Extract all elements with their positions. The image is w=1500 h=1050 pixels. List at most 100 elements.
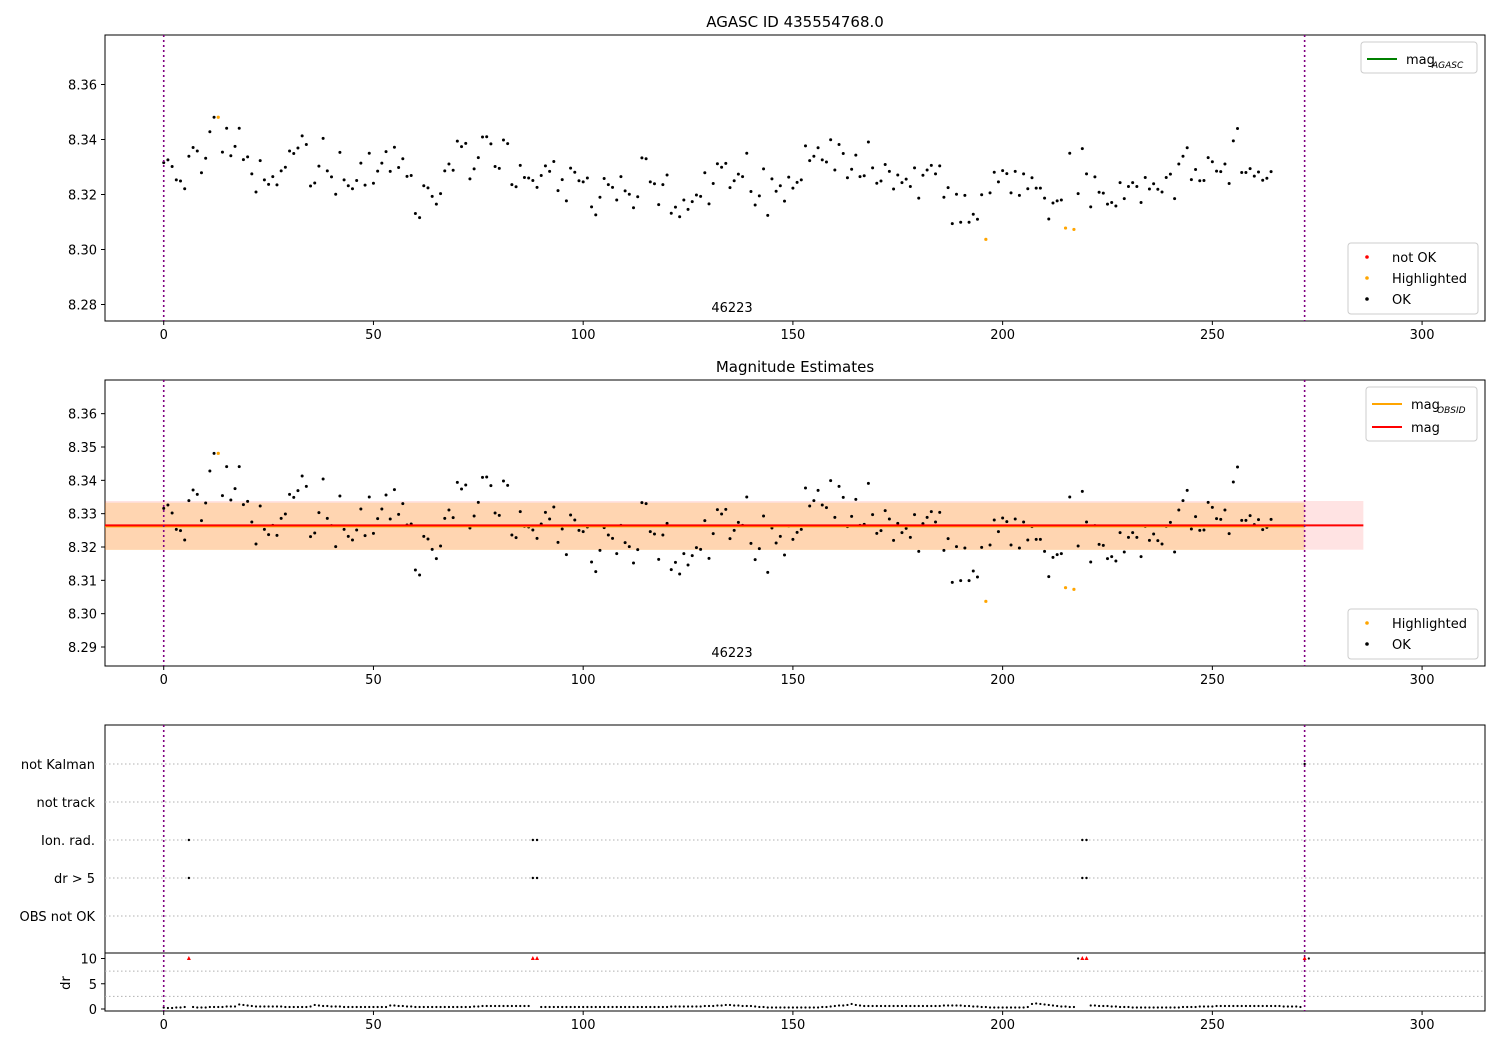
dr-point [359, 1005, 362, 1009]
data-point-ok [925, 168, 929, 172]
dr-point [703, 1004, 706, 1008]
data-point-ok [1143, 175, 1147, 179]
data-point-ok [1236, 465, 1240, 469]
dr-point [548, 1005, 551, 1009]
data-point-ok [430, 547, 434, 551]
dr-point [733, 1004, 736, 1007]
dr-point [1152, 1006, 1155, 1009]
dr-point [183, 1005, 186, 1009]
data-point-ok [694, 193, 698, 197]
data-point-ok [766, 570, 770, 574]
data-point-ok [489, 484, 493, 488]
data-point-ok [879, 179, 883, 183]
dr-point [330, 1005, 333, 1008]
data-point-ok [728, 537, 732, 541]
data-point-ok [443, 516, 447, 520]
data-point-ok [422, 184, 426, 188]
x-tick-label: 0 [160, 328, 168, 343]
data-point-ok [363, 534, 367, 538]
data-point-ok [829, 138, 833, 142]
x-tick-label: 200 [990, 673, 1015, 688]
x-tick-label: 250 [1200, 673, 1225, 688]
dr-point [1253, 1004, 1256, 1008]
data-point-ok [325, 516, 329, 520]
data-point-ok [1047, 575, 1051, 579]
flag-label: OBS not OK [20, 910, 96, 925]
data-point-ok [367, 151, 371, 155]
dr-point [905, 1004, 908, 1008]
dr-point [204, 1006, 207, 1009]
data-point-ok [1122, 197, 1126, 201]
data-point-ok [971, 212, 975, 216]
dr-point [1135, 1006, 1138, 1009]
data-point-ok [820, 158, 824, 162]
data-point-ok [715, 162, 719, 166]
dr-point [242, 1003, 245, 1007]
legend-label: Highlighted [1392, 272, 1467, 287]
data-point-ok [938, 164, 942, 168]
dr-point [1068, 1005, 1071, 1009]
dr-point [368, 1005, 371, 1009]
dr-point [372, 1005, 375, 1009]
dr-point [296, 1005, 300, 1009]
data-point-ok [564, 553, 568, 557]
dr-point [326, 1004, 329, 1008]
dr-point [1211, 1005, 1214, 1008]
data-point-ok [1215, 169, 1219, 173]
data-point-ok [288, 149, 292, 153]
data-point-ok [845, 176, 849, 180]
dr-point [468, 1005, 472, 1009]
data-point-ok [1147, 187, 1151, 191]
data-point-ok [611, 185, 615, 189]
data-point-ok [854, 153, 858, 157]
dr-point [552, 1005, 555, 1009]
data-point-ok [493, 511, 497, 515]
data-point-ok [1240, 171, 1244, 174]
dr-point [363, 1005, 367, 1009]
dr-point [1295, 1005, 1298, 1008]
dr-point [879, 1004, 883, 1008]
data-point-ok [191, 488, 195, 492]
data-point-ok [975, 575, 979, 579]
dr-point [1165, 1006, 1168, 1009]
dr-point [292, 1005, 295, 1009]
data-point-ok [1076, 544, 1080, 548]
data-point-ok [862, 174, 866, 178]
data-point-ok [577, 179, 581, 183]
legend-dot-swatch [1365, 276, 1369, 280]
data-point-ok [795, 180, 799, 184]
data-point-ok [799, 178, 803, 182]
data-point-ok [1009, 543, 1013, 547]
data-point-ok [455, 139, 459, 143]
data-point-ok [690, 200, 694, 204]
dr-point [498, 1004, 501, 1008]
dr-point [347, 1005, 350, 1009]
dr-point [1219, 1004, 1222, 1008]
data-point-ok [581, 530, 585, 534]
dr-point [1232, 1004, 1235, 1008]
dr-point [196, 1006, 199, 1009]
dr-point [1215, 1004, 1218, 1008]
data-point-ok [397, 512, 401, 516]
data-point-ok [439, 544, 443, 548]
data-point-ok [233, 144, 237, 148]
data-point-ok [988, 191, 992, 195]
data-point-ok [1101, 191, 1105, 195]
data-point-ok [451, 516, 455, 520]
dr-point [259, 1005, 262, 1008]
data-point-ok [468, 177, 472, 181]
data-point-ok [1131, 531, 1135, 535]
dr-point [1123, 1005, 1126, 1009]
data-point-ok [371, 531, 375, 535]
data-point-ok [1043, 196, 1047, 200]
data-point-ok [531, 528, 535, 532]
plot-frame [104, 724, 1486, 1012]
dr-point [900, 1004, 904, 1008]
data-point-ok [1168, 520, 1172, 524]
dr-point [808, 1006, 811, 1009]
data-point-ok [1231, 139, 1235, 143]
dr-point [1144, 1006, 1147, 1009]
data-point-ok [757, 547, 761, 551]
data-point-ok [162, 506, 166, 510]
dr-point [603, 1005, 606, 1009]
